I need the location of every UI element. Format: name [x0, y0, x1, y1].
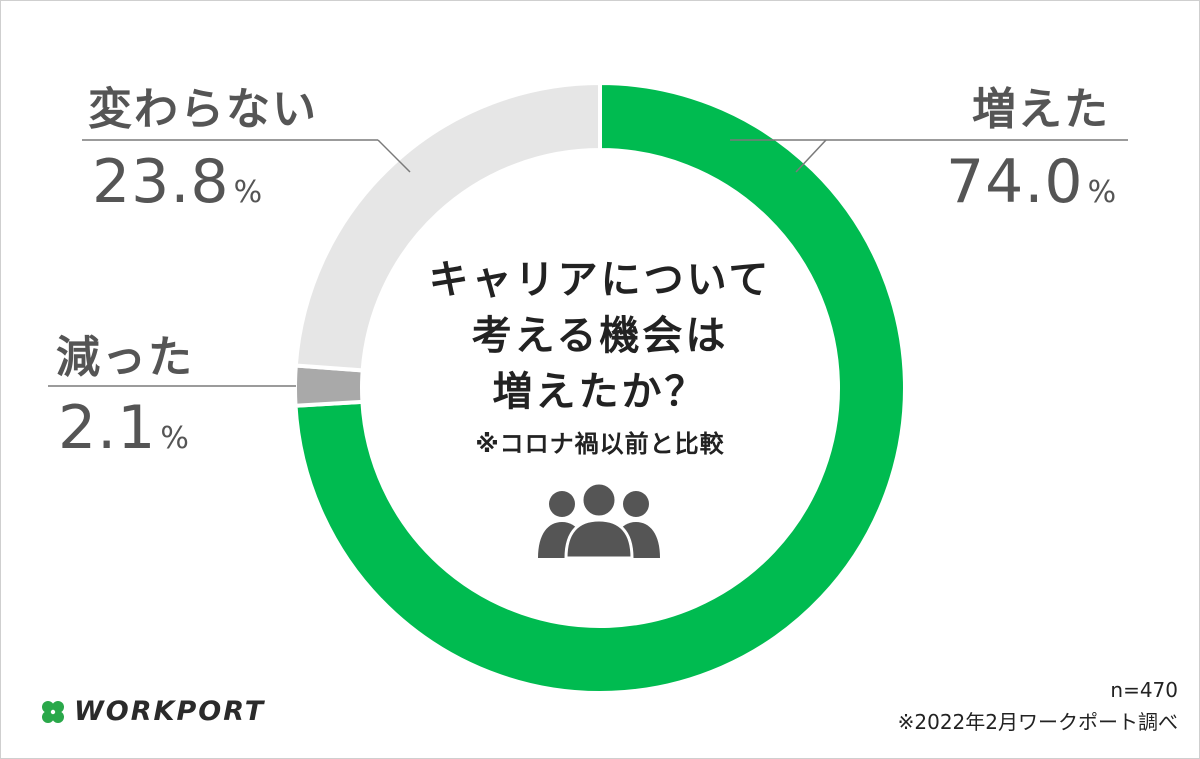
slice-value-unchanged-number: 23.8 — [92, 147, 230, 217]
source-note: ※2022年2月ワークポート調べ — [897, 710, 1178, 734]
clover-icon — [42, 700, 64, 723]
slice-value-decreased: 2.1% — [58, 398, 190, 458]
slice-label-unchanged: 変わらない — [88, 84, 318, 135]
slice-label-increased: 増えた — [972, 84, 1110, 135]
leader-line-increased-diagonal — [795, 139, 827, 173]
slice-value-unchanged: 23.8% — [92, 152, 263, 212]
slice-value-increased: 74.0% — [946, 152, 1117, 212]
chart-title: キャリアについて 考える機会は 増えたか？ — [410, 252, 790, 420]
percent-unit: % — [1087, 175, 1118, 210]
donut-slice-unchanged — [293, 80, 602, 373]
leader-line-unchanged-diagonal — [377, 139, 411, 173]
donut-slice-increased — [293, 80, 907, 695]
chart-subtitle: ※コロナ禍以前と比較 — [475, 430, 725, 458]
slice-value-decreased-number: 2.1 — [58, 393, 157, 463]
slice-label-decreased: 減った — [56, 332, 194, 383]
slice-value-increased-number: 74.0 — [946, 147, 1084, 217]
chart-title-line-2: 考える機会は — [471, 313, 729, 359]
sample-size: n=470 — [1110, 678, 1178, 702]
percent-unit: % — [233, 175, 264, 210]
chart-title-line-1: キャリアについて — [428, 257, 772, 303]
chart-title-line-3: 増えたか？ — [492, 369, 708, 415]
people-group-icon — [538, 482, 660, 558]
logo-text: WORKPORT — [74, 696, 266, 727]
percent-unit: % — [160, 421, 190, 456]
workport-logo: WORKPORT — [38, 696, 265, 727]
